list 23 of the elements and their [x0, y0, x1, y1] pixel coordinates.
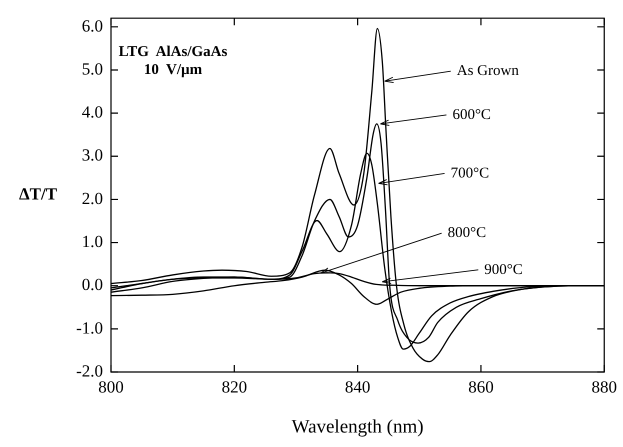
- text: 10 V/µm: [144, 62, 203, 78]
- x-tick-label: 860: [468, 378, 494, 397]
- x-tick-label: 820: [222, 378, 248, 397]
- annotation: 800°C: [448, 225, 486, 242]
- annotation: 900°C: [484, 262, 523, 278]
- y-axis-title: ΔT/T: [18, 184, 58, 204]
- y-tick-label: -2.0: [76, 361, 103, 380]
- y-tick-label: -1.0: [76, 318, 103, 338]
- annotation: As Grown: [456, 63, 520, 80]
- y-tick-label: 0.0: [82, 275, 103, 294]
- y-tick-label: 2.0: [82, 188, 103, 208]
- y-tick-label: 5.0: [82, 59, 103, 78]
- x-tick-label: 800: [98, 378, 124, 397]
- y-tick-label: 3.0: [82, 146, 103, 165]
- x-tick-label: 840: [344, 378, 370, 397]
- y-tick-label: 4.0: [82, 102, 103, 122]
- x-tick-label: 880: [592, 378, 617, 397]
- x-axis-title: Wavelength (nm): [292, 416, 424, 438]
- y-tick-label: 1.0: [82, 232, 103, 252]
- text: LTG AlAs/GaAs: [118, 44, 228, 60]
- annotation: 600°C: [452, 106, 491, 123]
- y-tick-label: 6.0: [82, 16, 103, 36]
- annotation: 700°C: [450, 165, 490, 182]
